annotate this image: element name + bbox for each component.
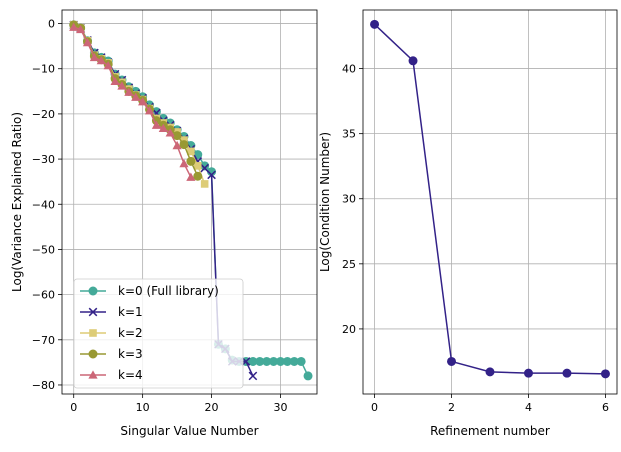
left-series-3-point [172,131,182,141]
left-y-tick-label: −10 [32,63,55,76]
left-legend: k=0 (Full library) k=1 k=2 k=3 k=4 [73,278,244,389]
right-x-tick-label: 2 [448,401,455,414]
left-y-tick-label: −80 [32,379,55,392]
left-series-4-point [82,37,93,47]
left-series-3-point [193,171,203,181]
left-series-4-point [103,60,113,70]
right-series-group [370,19,610,379]
left-y-tick-label: −50 [32,243,55,256]
right-ticks: 0 2 4 6 20 25 30 35 40 [342,63,609,414]
left-series-2-point [193,162,202,170]
right-series-0-point [408,56,418,66]
left-ticks: 0 10 20 30 0 −10 −20 −30 −40 −50 −60 −70 −80 [32,18,288,414]
legend-marker [88,307,98,317]
legend-marker [88,370,98,379]
right-y-axis-label: Log(Condition Number) [318,132,332,272]
legend-marker [88,286,98,296]
left-series-4-point [158,123,168,133]
left-series-4-point [138,97,148,106]
legend-entry: k=1 [80,305,143,319]
legend-label: k=0 (Full library) [118,284,219,298]
legend-marker [88,349,98,359]
left-series-1-point [248,371,258,381]
right-series-0 [370,19,610,379]
right-y-tick-label: 25 [342,258,356,271]
left-series-4-point [110,76,120,86]
left-series-4-point [89,52,99,62]
legend-entry: k=0 (Full library) [80,284,219,298]
left-x-axis-label: Singular Value Number [120,424,258,438]
legend-entry: k=2 [80,326,143,340]
left-series-4-point [179,159,189,168]
left-y-tick-label: −60 [32,289,55,302]
left-series-3-point [186,156,196,166]
right-x-tick-label: 4 [525,401,532,414]
left-series-2-point [187,147,195,156]
left-series-group [69,20,313,381]
left-plot-frame [61,9,318,395]
left-series-4-point [165,128,175,137]
right-series-0-point [370,19,380,29]
left-series-4-point [96,55,106,65]
legend-label: k=4 [118,368,143,382]
left-series-1-point [207,170,216,180]
left-y-tick-label: −30 [32,153,55,166]
legend-entry: k=4 [80,368,143,382]
left-series-4-point [172,140,182,150]
left-series-3-point [179,140,189,150]
left-x-tick-label: 10 [136,401,150,414]
right-series-0-point [562,368,572,378]
left-series-4-point [76,24,86,34]
left-series-1-point [241,357,251,366]
right-series-0-point [523,368,533,378]
left-chart: 0 10 20 30 0 −10 −20 −30 −40 −50 −60 −70 −80 Singula… [10,9,318,438]
right-plot-area [363,10,617,394]
left-series-0-point [303,371,313,381]
left-series-4-point [131,92,141,101]
right-y-tick-label: 35 [342,128,356,141]
left-x-tick-label: 0 [70,401,77,414]
left-y-tick-label: −20 [32,108,55,121]
legend-entry: k=3 [80,347,143,361]
left-x-tick-label: 20 [205,401,219,414]
right-y-tick-label: 40 [342,63,356,76]
right-series-0-point [485,367,495,377]
legend-label: k=3 [118,347,143,361]
left-series-2-point [180,136,188,144]
left-series-4-point [186,172,196,181]
right-y-tick-label: 30 [342,193,356,206]
left-series-4-point [144,106,155,115]
right-x-axis-label: Refinement number [430,424,550,438]
right-x-tick-label: 0 [371,401,378,414]
legend-label: k=1 [118,305,143,319]
left-series-1-point [200,163,209,173]
left-y-tick-label: 0 [48,18,55,31]
left-series-4-point [117,81,127,90]
left-series-0-point [296,356,306,366]
left-series-4-point [124,87,134,96]
left-series-4-point [151,120,162,129]
legend-label: k=2 [118,326,143,340]
right-series-0-point [447,356,457,366]
right-x-tick-label: 6 [602,401,609,414]
legend-box [73,278,244,389]
left-y-tick-label: −40 [32,198,55,211]
legend-marker [89,329,97,337]
left-series-4 [69,22,196,181]
right-grid [363,10,617,394]
left-series-2-point [200,180,209,188]
legend-entries: k=0 (Full library) k=1 k=2 k=3 k=4 [80,284,219,382]
right-plot-frame [362,9,618,395]
right-series-0-point [600,369,610,379]
left-y-axis-label: Log(Variance Explained Ratio) [10,112,24,292]
right-chart: 0 2 4 6 20 25 30 35 40 Refinement number Log(Con… [318,9,618,438]
left-y-tick-label: −70 [32,334,55,347]
right-y-tick-label: 20 [342,323,356,336]
left-series-4-point [69,22,79,31]
left-x-tick-label: 30 [273,401,287,414]
